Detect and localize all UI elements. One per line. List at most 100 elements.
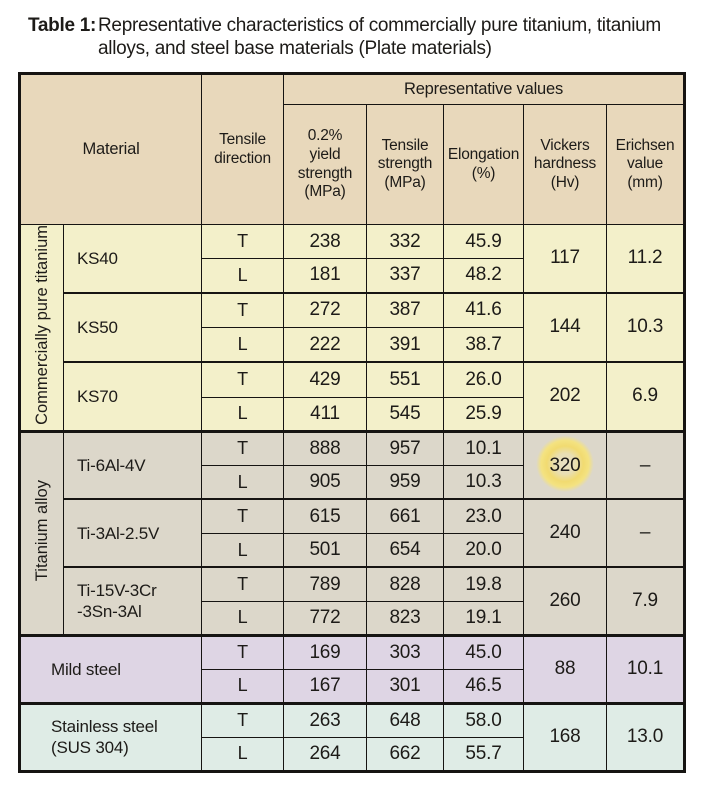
cell-tensile-strength: 303 [366,633,444,670]
cell-yield-strength: 238 [283,224,367,259]
cell-vickers-hardness: 144 [523,291,607,363]
cell-tensile-strength: 551 [366,360,444,398]
cell-yield-strength: 905 [283,464,367,500]
cell-vickers-hardness: 202 [523,360,607,432]
table-row: L 167 301 46.5 [20,668,685,704]
table-row: L 264 662 55.7 [20,736,685,772]
cell-tensile-direction: T [201,498,284,534]
group-label-text: Titanium alloy [32,480,51,582]
cell-elongation: 10.1 [443,429,524,466]
cell-elongation: 45.0 [443,633,524,670]
header-representative-values: Representative values [282,73,686,105]
table-row: L 772 823 19.1 [20,600,685,636]
cell-elongation: 10.3 [443,464,524,500]
cell-elongation: 58.0 [443,701,524,738]
table-caption: Table 1: Representative characteristics … [28,14,707,60]
header-tensile-strength: Tensile strength (MPa) [366,104,444,225]
cell-yield-strength: 272 [283,291,367,329]
cell-tensile-direction: L [201,668,284,704]
cell-tensile-strength: 387 [366,291,444,329]
cell-vickers-hardness: 240 [523,498,607,568]
cell-elongation: 48.2 [443,258,524,293]
cell-tensile-direction: T [201,224,284,259]
header-row-sub: 0.2% yield strength (MPa) Tensile streng… [20,104,686,225]
cell-tensile-strength: 391 [366,327,444,363]
group-label-text: Commercially pure titanium [32,225,51,425]
material-name: KS50 [63,291,202,363]
cell-tensile-direction: L [201,327,284,363]
cell-tensile-direction: T [201,566,284,602]
cell-tensile-strength: 957 [366,429,444,466]
cell-elongation: 19.8 [443,566,524,602]
table-row: Ti-15V-3Cr -3Sn-3Al T 789 828 19.8 260 7… [20,566,686,636]
cell-tensile-direction: L [201,258,284,293]
table-row: KS50 T 272 387 41.6 144 10.3 [20,291,686,363]
table-row: L 411 545 25.9 [20,396,685,432]
group-label-cp-titanium: Commercially pure titanium [19,224,64,432]
cell-tensile-strength: 828 [366,566,444,602]
cell-yield-strength: 501 [283,532,367,568]
cell-tensile-direction: T [201,291,284,329]
cell-tensile-direction: L [201,532,284,568]
cell-yield-strength: 772 [283,600,367,636]
header-row-top: Material Tensile direction Representativ… [19,73,686,225]
cell-vickers-hardness: 168 [523,701,607,772]
header-erichsen-value: Erichsen value (mm) [605,104,686,225]
cell-tensile-direction: L [201,600,284,636]
header-material: Material [19,73,202,225]
cell-elongation: 25.9 [443,396,524,432]
group-label-titanium-alloy: Titanium alloy [19,429,64,636]
cell-elongation: 38.7 [443,327,524,363]
cell-elongation: 41.6 [443,291,524,329]
cell-elongation: 20.0 [443,532,524,568]
table-row: Ti-3Al-2.5V T 615 661 23.0 240 – [20,498,686,568]
cell-tensile-strength: 662 [366,736,444,772]
material-name: KS40 [63,224,202,293]
cell-erichsen-value: 6.9 [605,360,686,432]
cell-yield-strength: 888 [283,429,367,466]
table-row: Mild steel T 169 303 45.0 88 10.1 [19,633,686,704]
header-elongation: Elongation (%) [443,104,524,225]
cell-erichsen-value: 11.2 [605,224,686,293]
cell-vickers-hardness: 117 [523,224,607,293]
cell-vickers-hardness-highlighted: 320 [520,419,610,508]
cell-tensile-strength: 654 [366,532,444,568]
cell-erichsen-value: 10.1 [605,633,686,704]
highlighted-value: 320 [549,454,581,476]
cell-tensile-direction: T [201,701,284,738]
cell-tensile-strength: 648 [366,701,444,738]
cell-elongation: 26.0 [443,360,524,398]
table-row: L 905 959 10.3 [20,464,685,500]
table-caption-label: Table 1: [28,15,96,36]
cell-erichsen-value: – [605,498,686,568]
cell-yield-strength: 615 [283,498,367,534]
cell-tensile-direction: L [201,464,284,500]
table-caption-text: Representative characteristics of commer… [98,15,661,59]
cell-yield-strength: 264 [283,736,367,772]
material-name: Ti-15V-3Cr -3Sn-3Al [63,566,202,636]
cell-yield-strength: 167 [283,668,367,704]
cell-elongation: 46.5 [443,668,524,704]
table-row: Commercially pure titanium KS40 T 238 33… [19,224,686,432]
cell-elongation: 55.7 [443,736,524,772]
cell-tensile-strength: 823 [366,600,444,636]
cell-erichsen-value: – [605,429,686,500]
cell-tensile-strength: 959 [366,464,444,500]
table-row: L 222 391 38.7 [20,327,685,363]
cell-tensile-direction: L [201,736,284,772]
cell-elongation: 23.0 [443,498,524,534]
cell-yield-strength: 222 [283,327,367,363]
cell-tensile-direction: T [201,633,284,670]
table-row: L 501 654 20.0 [20,532,685,568]
table-row: Stainless steel (SUS 304) T 263 648 58.0… [19,701,686,772]
header-tensile-direction: Tensile direction [201,73,284,225]
cell-tensile-strength: 545 [366,396,444,432]
material-name: Mild steel [19,633,202,704]
cell-elongation: 19.1 [443,600,524,636]
cell-yield-strength: 169 [283,633,367,670]
cell-yield-strength: 263 [283,701,367,738]
material-name: KS70 [63,360,202,432]
cell-yield-strength: 429 [283,360,367,398]
cell-yield-strength: 181 [283,258,367,293]
